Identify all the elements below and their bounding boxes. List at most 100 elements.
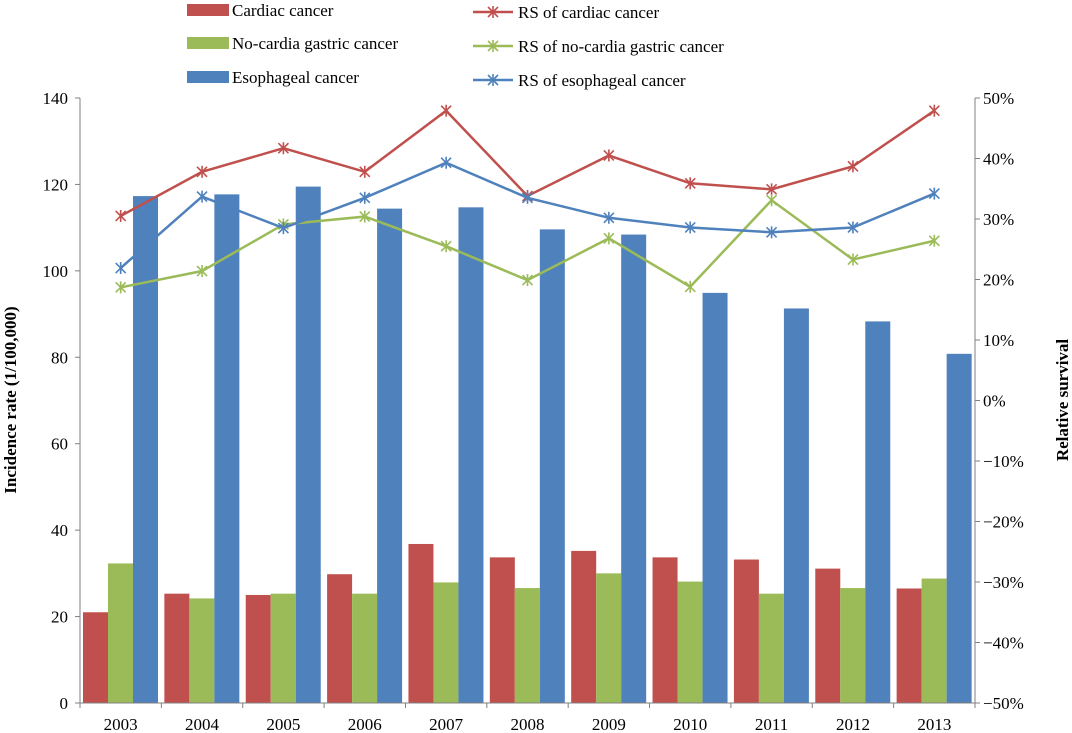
y-tick-label: 0 [60, 694, 69, 713]
bar-no-cardia-gastric-cancer-2012 [840, 588, 866, 703]
bar-no-cardia-gastric-cancer-2010 [677, 581, 703, 703]
point-rs-of-no-cardia-gastric-cancer-2013 [928, 234, 940, 247]
legend-label: RS of esophageal cancer [518, 71, 686, 90]
point-rs-of-esophageal-cancer-2010 [684, 221, 696, 234]
point-rs-of-esophageal-cancer-2013 [928, 187, 940, 200]
x-tick-label: 2005 [266, 715, 300, 733]
bar-no-cardia-gastric-cancer-2004 [189, 598, 215, 703]
y2-tick-label: −30% [983, 573, 1024, 592]
point-rs-of-esophageal-cancer-2008 [521, 191, 534, 204]
point-rs-of-esophageal-cancer-2006 [359, 191, 371, 204]
y-tick-label: 100 [43, 262, 69, 281]
legend-item-no-cardia-gastric-cancer: No-cardia gastric cancer [187, 34, 398, 53]
y2-tick-label: −50% [983, 694, 1024, 713]
x-tick-label: 2010 [673, 715, 707, 733]
bar-no-cardia-gastric-cancer-2003 [108, 563, 133, 703]
bar-esophageal-cancer-2003 [133, 196, 158, 703]
point-rs-of-cardiac-cancer-2005 [277, 142, 289, 155]
y2-tick-label: −10% [983, 452, 1024, 471]
legend-label: Esophageal cancer [232, 68, 359, 87]
bar-cardiac-cancer-2012 [815, 568, 841, 703]
point-rs-of-cardiac-cancer-2007 [440, 104, 452, 117]
x-tick-label: 2013 [917, 715, 951, 733]
bar-cardiac-cancer-2003 [83, 612, 108, 703]
bar-no-cardia-gastric-cancer-2005 [270, 593, 296, 703]
point-rs-of-esophageal-cancer-2004 [196, 190, 208, 203]
point-rs-of-no-cardia-gastric-cancer-2003 [115, 281, 127, 294]
x-tick-label: 2011 [755, 715, 788, 733]
plot-area: 0 20 40 60 80 100 120 140 −50% −40% −30% −20% −10% 0%… [43, 89, 1024, 733]
x-tick-label: 2003 [104, 715, 138, 733]
bar-no-cardia-gastric-cancer-2011 [758, 593, 784, 703]
point-rs-of-esophageal-cancer-2007 [440, 156, 452, 169]
legend-label: No-cardia gastric cancer [232, 34, 398, 53]
point-rs-of-cardiac-cancer-2003 [115, 209, 127, 222]
bar-no-cardia-gastric-cancer-2008 [514, 588, 540, 703]
bar-esophageal-cancer-2008 [539, 229, 565, 703]
legend-swatch [187, 37, 229, 49]
legend-swatch [187, 4, 229, 16]
bar-cardiac-cancer-2013 [896, 588, 922, 703]
y2-tick-label: −40% [983, 634, 1024, 653]
bar-esophageal-cancer-2011 [783, 308, 809, 703]
bar-esophageal-cancer-2010 [702, 292, 728, 703]
point-rs-of-no-cardia-gastric-cancer-2006 [359, 210, 371, 223]
y2-tick-label: 50% [983, 89, 1014, 108]
bar-cardiac-cancer-2010 [652, 557, 678, 703]
point-rs-of-esophageal-cancer-2005 [277, 222, 289, 235]
y-tick-label: 20 [51, 608, 68, 627]
legend-marker [487, 40, 499, 52]
x-tick-label: 2008 [511, 715, 545, 733]
bar-cardiac-cancer-2005 [245, 594, 271, 703]
point-rs-of-esophageal-cancer-2012 [847, 221, 859, 234]
bar-no-cardia-gastric-cancer-2007 [433, 582, 459, 703]
bar-cardiac-cancer-2006 [327, 574, 353, 703]
y-tick-label: 60 [51, 435, 68, 454]
x-tick-label: 2012 [836, 715, 870, 733]
legend-item-rs-of-cardiac-cancer: RS of cardiac cancer [473, 3, 659, 22]
legend-item-esophageal-cancer: Esophageal cancer [187, 68, 359, 87]
bar-esophageal-cancer-2012 [865, 321, 891, 703]
legend-label: RS of cardiac cancer [518, 3, 659, 22]
point-rs-of-no-cardia-gastric-cancer-2004 [196, 265, 208, 278]
bar-cardiac-cancer-2007 [408, 543, 434, 703]
y-tick-label: 120 [43, 175, 69, 194]
y-tick-label: 140 [43, 89, 69, 108]
point-rs-of-no-cardia-gastric-cancer-2009 [603, 232, 615, 245]
y2-tick-label: 40% [983, 150, 1014, 169]
bar-cardiac-cancer-2004 [164, 593, 190, 703]
point-rs-of-cardiac-cancer-2009 [603, 149, 615, 162]
y-tick-label: 80 [51, 348, 68, 367]
legend-item-rs-of-esophageal-cancer: RS of esophageal cancer [473, 71, 686, 90]
bar-esophageal-cancer-2005 [295, 186, 321, 703]
y2-tick-label: 10% [983, 331, 1014, 350]
point-rs-of-esophageal-cancer-2009 [603, 211, 615, 224]
y2-tick-label: 20% [983, 271, 1014, 290]
bar-esophageal-cancer-2009 [621, 234, 647, 704]
bar-cardiac-cancer-2011 [733, 559, 759, 703]
y-axis-title: Incidence rate (1/100,000) [1, 306, 20, 493]
point-rs-of-cardiac-cancer-2012 [847, 160, 859, 173]
x-tick-label: 2006 [348, 715, 382, 733]
y2-axis-title: Relative survival [1053, 339, 1072, 462]
bar-cardiac-cancer-2008 [489, 557, 515, 703]
bar-cardiac-cancer-2009 [571, 550, 597, 703]
point-rs-of-esophageal-cancer-2011 [766, 226, 778, 239]
point-rs-of-no-cardia-gastric-cancer-2011 [766, 194, 778, 207]
y2-tick-label: −20% [983, 513, 1024, 532]
y2-tick-label: 30% [983, 210, 1014, 229]
bar-esophageal-cancer-2007 [458, 207, 484, 703]
bar-no-cardia-gastric-cancer-2006 [352, 593, 378, 703]
x-tick-label: 2004 [185, 715, 220, 733]
y2-tick-label: 0% [983, 392, 1006, 411]
bar-no-cardia-gastric-cancer-2013 [921, 578, 947, 703]
y-tick-label: 40 [51, 521, 68, 540]
bar-esophageal-cancer-2004 [214, 194, 240, 703]
bar-esophageal-cancer-2006 [377, 208, 403, 703]
legend-swatch [187, 71, 229, 83]
legend: Cardiac cancer No-cardia gastric cancer Es… [187, 1, 724, 90]
point-rs-of-cardiac-cancer-2013 [928, 104, 940, 117]
bar-esophageal-cancer-2013 [946, 353, 972, 703]
point-rs-of-esophageal-cancer-2003 [115, 262, 127, 275]
